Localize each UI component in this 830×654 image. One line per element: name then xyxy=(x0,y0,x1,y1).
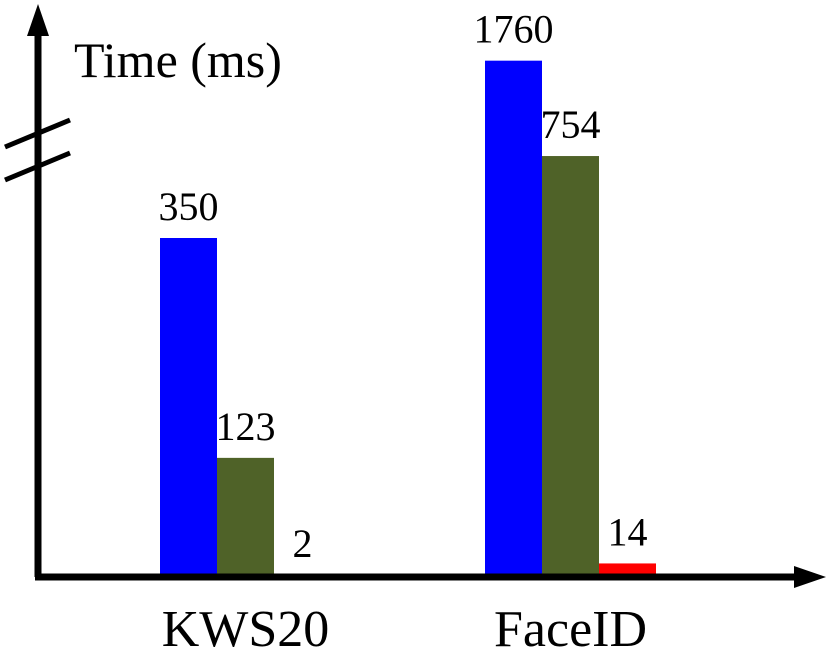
category-label-kws20: KWS20 xyxy=(162,601,330,654)
bar-faceid-series-2 xyxy=(542,156,599,577)
bar-kws20-series-1 xyxy=(160,238,217,577)
category-labels-group: KWS20 FaceID xyxy=(162,601,647,654)
data-label-kws20-series-2: 123 xyxy=(216,404,276,449)
data-label-faceid-series-3: 14 xyxy=(608,509,648,554)
axis-break-marks xyxy=(4,117,71,183)
data-label-kws20-series-3: 2 xyxy=(293,521,313,566)
value-labels-group: 350 123 2 1760 754 14 xyxy=(159,7,648,566)
category-label-faceid: FaceID xyxy=(494,601,647,654)
bar-kws20-series-2 xyxy=(217,457,274,577)
y-axis-arrow xyxy=(27,4,49,36)
bar-faceid-series-1 xyxy=(485,60,542,578)
data-label-faceid-series-1: 1760 xyxy=(474,7,554,52)
y-axis-label: Time (ms) xyxy=(74,32,282,88)
data-label-faceid-series-2: 754 xyxy=(541,102,601,147)
x-axis-arrow xyxy=(794,566,826,588)
data-label-kws20-series-1: 350 xyxy=(159,184,219,229)
